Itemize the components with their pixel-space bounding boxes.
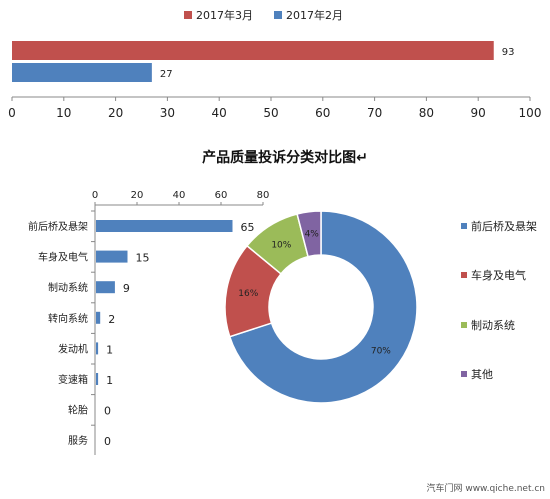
x-tick-label: 30	[160, 106, 175, 120]
bar-february	[12, 63, 152, 82]
slice-value-label: 16%	[238, 289, 258, 299]
legend-label: 制动系统	[471, 319, 515, 332]
watermark-text: 汽车门网 www.qiche.net.cn	[426, 482, 545, 494]
complaint-share-donut-chart: 70% 16% 10% 4%	[224, 210, 418, 404]
x-tick-label: 0	[8, 106, 16, 120]
x-tick-label: 70	[367, 106, 382, 120]
slice-value-label: 10%	[271, 241, 291, 251]
x-tick-label: 60	[215, 190, 228, 201]
donut-slice	[228, 210, 418, 404]
legend-swatch	[461, 272, 467, 278]
complaint-category-bar-chart: 0 20 40 60 80 前后桥及悬架 65 车身及电气 15 制动系统 9 转向系统 2 发动机 1 变速…	[28, 190, 269, 455]
legend-label: 2017年3月	[196, 8, 253, 22]
slice-value-label: 70%	[371, 346, 391, 356]
page-title: 产品质量投诉分类对比图↵	[202, 149, 368, 166]
top-bar-chart: 2017年3月 2017年2月 0 10 20 30 40 50 60 70 80 90 100 93 27	[8, 8, 541, 120]
category-label: 前后桥及悬架	[28, 220, 88, 233]
bar	[96, 373, 99, 385]
x-tick-label: 60	[315, 106, 330, 120]
bar	[96, 250, 128, 263]
bar	[96, 220, 233, 232]
legend-label: 车身及电气	[471, 268, 526, 282]
slice-value-label: 4%	[305, 230, 320, 240]
bar-value-label: 0	[104, 405, 111, 418]
legend-swatch	[461, 223, 467, 229]
category-label: 变速箱	[58, 373, 88, 386]
bar-value-label: 2	[108, 313, 115, 326]
category-label: 发动机	[58, 342, 88, 355]
legend-swatch	[461, 371, 467, 377]
legend-label: 其他	[471, 368, 493, 381]
x-tick-label: 20	[131, 190, 144, 201]
x-tick-label: 90	[471, 106, 486, 120]
bar-value-label: 27	[160, 69, 173, 80]
x-tick-label: 40	[212, 106, 227, 120]
legend-swatch	[184, 11, 192, 19]
x-tick-label: 80	[419, 106, 434, 120]
bar-value-label: 1	[106, 343, 113, 356]
bar-march	[12, 41, 494, 60]
category-label: 服务	[68, 434, 88, 447]
bar	[96, 281, 115, 294]
legend-label: 2017年2月	[286, 8, 343, 22]
x-tick-label: 0	[92, 190, 98, 201]
x-tick-label: 100	[519, 106, 542, 120]
x-tick-label: 50	[263, 106, 278, 120]
category-label: 转向系统	[48, 312, 88, 325]
legend-swatch	[274, 11, 282, 19]
bar	[96, 311, 101, 324]
bar-value-label: 1	[106, 374, 113, 387]
category-label: 车身及电气	[38, 251, 88, 264]
bar	[96, 342, 99, 355]
x-tick-label: 10	[56, 106, 71, 120]
category-label: 轮胎	[68, 404, 88, 417]
bar-value-label: 93	[502, 47, 515, 58]
legend-swatch	[461, 322, 467, 328]
x-tick-label: 80	[257, 190, 270, 201]
bar-value-label: 9	[123, 282, 130, 295]
x-tick-label: 40	[173, 190, 186, 201]
legend-label: 前后桥及悬架	[471, 219, 537, 233]
x-tick-label: 20	[108, 106, 123, 120]
donut-slice	[296, 210, 322, 258]
bar-value-label: 0	[104, 435, 111, 448]
bar-value-label: 15	[136, 252, 150, 265]
bar-value-label: 65	[241, 221, 255, 234]
category-label: 制动系统	[48, 281, 88, 294]
